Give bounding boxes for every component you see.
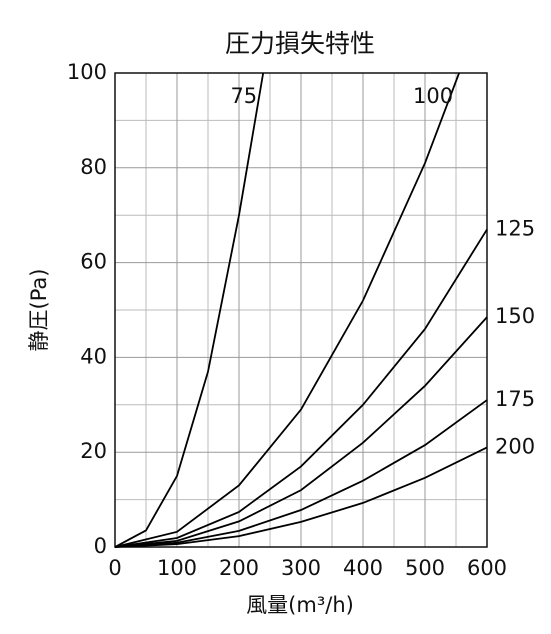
curve-label: 200 <box>495 434 535 458</box>
curve-label: 125 <box>495 216 535 240</box>
x-tick-label: 400 <box>343 556 383 580</box>
curve-label: 100 <box>413 84 453 108</box>
x-tick-label: 600 <box>467 556 507 580</box>
y-tick-label: 60 <box>80 250 107 274</box>
curve <box>114 399 488 548</box>
y-tick-label: 100 <box>67 60 107 84</box>
curve-label: 175 <box>495 387 535 411</box>
y-tick-label: 0 <box>94 534 107 558</box>
x-tick-label: 200 <box>219 556 259 580</box>
curve-label: 150 <box>495 304 535 328</box>
y-tick-label: 20 <box>80 439 107 463</box>
plot-frame <box>114 72 488 548</box>
curve <box>114 316 488 548</box>
y-tick-label: 40 <box>80 344 107 368</box>
curve <box>114 446 488 548</box>
y-axis-label: 静圧(Pa) <box>27 269 51 352</box>
chart-title: 圧力損失特性 <box>225 29 375 58</box>
curve-label: 75 <box>230 84 257 108</box>
y-tick-label: 80 <box>80 155 107 179</box>
curve <box>114 72 460 548</box>
x-tick-label: 300 <box>281 556 321 580</box>
curve <box>114 72 265 548</box>
x-tick-label: 0 <box>108 556 121 580</box>
curve <box>114 228 488 548</box>
x-axis-label: 風量(m³/h) <box>246 593 354 617</box>
x-tick-label: 500 <box>405 556 445 580</box>
x-tick-label: 100 <box>157 556 197 580</box>
